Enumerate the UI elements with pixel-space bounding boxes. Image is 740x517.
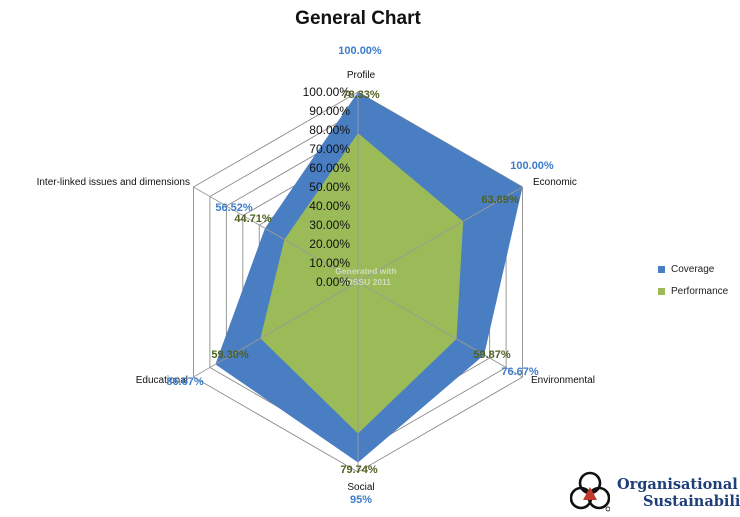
data-label-coverage-1: 100.00% (510, 160, 554, 172)
tick-label-8: 80.00% (309, 123, 350, 137)
spoke-1 (357, 186, 523, 283)
axis-labels: Profile Economic Environmental Social Educat… (37, 70, 595, 493)
tick-label-5: 50.00% (309, 180, 350, 194)
watermark-line-1: FOSSU 2011 (341, 277, 391, 287)
data-label-performance-0: 78.33% (342, 89, 380, 101)
legend-label-performance: Performance (671, 285, 729, 297)
data-label-performance-4: 59.30% (211, 349, 249, 361)
tick-label-2: 20.00% (309, 237, 350, 251)
data-label-performance-2: 59.87% (473, 349, 511, 361)
axis-label-4: Educational (136, 375, 188, 386)
logo-text: Organisational Sustainability (617, 476, 740, 510)
data-label-coverage-4: 86.67% (166, 376, 204, 388)
legend-swatch-performance (658, 287, 665, 295)
axis-label-0: Profile (347, 70, 376, 81)
legend: Coverage Performance (658, 258, 728, 302)
series-area-performance (260, 133, 464, 434)
logo-line-2: Sustainability (643, 493, 740, 510)
data-labels: 100.00% 100.00% 76.67% 95% 86.67% 56.52% 78.33… (166, 45, 554, 506)
radar-series (215, 92, 523, 463)
legend-item-performance: Performance (658, 280, 728, 302)
data-label-performance-5: 44.71% (234, 213, 272, 225)
data-label-performance-3: 79.74% (340, 464, 378, 476)
axis-label-1: Economic (533, 177, 577, 188)
tick-label-10: 100.00% (303, 85, 351, 99)
tick-label-1: 10.00% (309, 256, 350, 270)
chart-title: General Chart (295, 8, 421, 29)
tick-label-6: 60.00% (309, 161, 350, 175)
data-label-coverage-3: 95% (350, 494, 372, 506)
triquetra-icon (569, 471, 611, 512)
axis-label-2: Environmental (531, 375, 595, 386)
logo-line-1: Organisational (617, 476, 738, 493)
watermark-line-0: Generated with (335, 266, 396, 276)
data-label-coverage-0: 100.00% (338, 45, 382, 57)
tick-label-0: 0.00% (316, 275, 350, 289)
tick-label-7: 70.00% (309, 142, 350, 156)
legend-item-coverage: Coverage (658, 258, 728, 280)
tick-label-4: 40.00% (309, 199, 350, 213)
spoke-4 (193, 281, 359, 378)
data-label-coverage-2: 76.67% (501, 366, 539, 378)
axis-label-5: Inter-linked issues and dimensions (37, 177, 190, 188)
data-label-coverage-5: 56.52% (215, 202, 253, 214)
legend-label-coverage: Coverage (671, 263, 715, 275)
tick-label-3: 30.00% (309, 218, 350, 232)
axis-label-3: Social (347, 482, 374, 493)
spoke-2 (357, 281, 523, 378)
radial-tick-labels: 0.00% 10.00% 20.00% 30.00% 40.00% 50.00% 60.00… (303, 85, 351, 289)
spoke-5 (193, 186, 359, 283)
tick-label-9: 90.00% (309, 104, 350, 118)
organisational-sustainability-logo: Organisational Sustainability (569, 470, 740, 512)
legend-swatch-coverage (658, 265, 665, 273)
data-label-performance-1: 63.89% (481, 194, 519, 206)
radar-spokes (193, 92, 523, 472)
